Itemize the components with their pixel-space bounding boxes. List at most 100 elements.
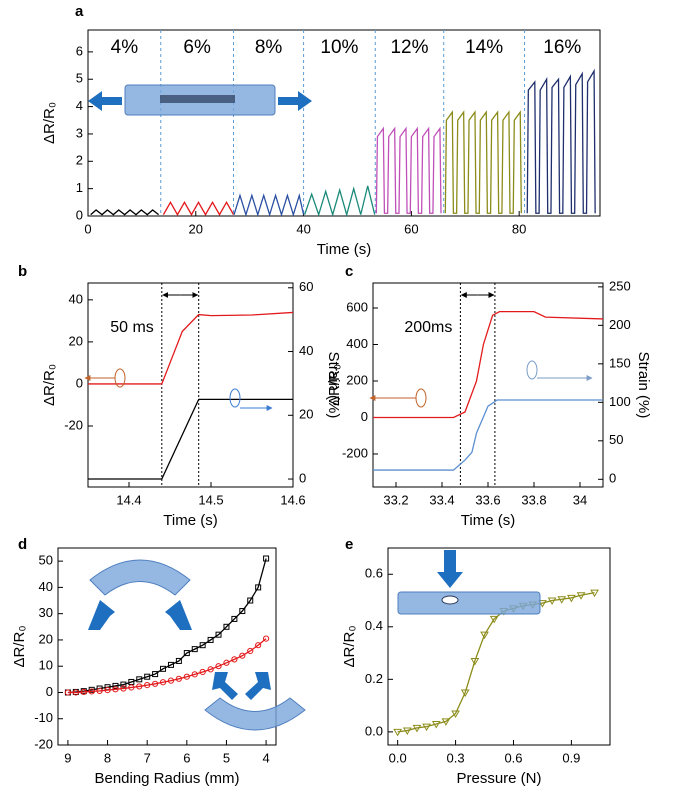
- bend-arrow: [245, 672, 271, 700]
- x-tick-label: 34: [573, 492, 587, 507]
- x-tick-label: 33.8: [521, 492, 546, 507]
- y2-tick-label: 0: [609, 471, 616, 486]
- marker: [144, 682, 151, 689]
- x-tick-label: 0: [84, 221, 91, 236]
- axis-indicator: [526, 360, 538, 380]
- plot-frame: [57, 547, 277, 746]
- x-tick-label: 6: [183, 750, 190, 765]
- interval-label: 50 ms: [110, 319, 154, 336]
- y-tick-label: 400: [346, 336, 368, 351]
- strain-label: 6%: [183, 37, 211, 58]
- marker: [422, 723, 431, 732]
- series-line: [373, 311, 604, 419]
- series-line: [375, 126, 442, 214]
- x-axis-label: Pressure (N): [456, 770, 541, 787]
- y-tick-label: 600: [346, 299, 368, 314]
- marker: [441, 718, 451, 726]
- y-tick-label: 0.2: [365, 671, 383, 686]
- y-tick-label: 1: [76, 180, 83, 195]
- marker: [199, 642, 206, 649]
- x-tick-label: 14.6: [280, 492, 305, 507]
- y2-tick-label: 250: [609, 278, 631, 293]
- marker: [262, 635, 270, 642]
- y2-axis-label: Strain (%): [635, 352, 652, 419]
- marker: [128, 684, 135, 691]
- x-tick-label: 33.4: [429, 492, 454, 507]
- plot-frame: [87, 282, 294, 488]
- marker: [557, 596, 567, 604]
- marker: [96, 687, 103, 694]
- marker: [183, 650, 190, 657]
- y2-tick-label: 20: [299, 407, 313, 422]
- x-axis-label: Time (s): [163, 512, 217, 529]
- panel-label: a: [75, 3, 84, 20]
- series-line: [304, 185, 376, 218]
- x-tick-label: 20: [189, 221, 203, 236]
- bent-device: [204, 697, 306, 731]
- y-axis-label: ΔR/R₀: [341, 625, 358, 667]
- marker: [167, 661, 174, 668]
- marker: [402, 727, 412, 736]
- x-tick-label: 14.5: [198, 492, 223, 507]
- marker: [239, 608, 246, 615]
- y2-tick-label: 50: [609, 432, 623, 447]
- y-tick-label: 30: [39, 605, 53, 620]
- y-tick-label: 0.0: [365, 723, 383, 738]
- series-line: [397, 592, 595, 733]
- stretch-arrow: [278, 91, 312, 111]
- x-tick-label: 0.3: [447, 750, 465, 765]
- marker: [152, 671, 159, 678]
- x-tick-label: 40: [296, 221, 310, 236]
- x-tick-label: 0.6: [504, 750, 522, 765]
- plot-frame: [87, 29, 601, 217]
- plot-frame: [372, 282, 604, 488]
- marker: [159, 679, 167, 686]
- y-tick-label: -200: [342, 445, 368, 460]
- y-tick-label: 40: [69, 291, 83, 306]
- marker: [183, 673, 190, 680]
- panel-label: c: [345, 263, 353, 280]
- strain-label: 4%: [111, 37, 139, 58]
- x-axis-label: Bending Radius (mm): [94, 770, 239, 787]
- marker: [144, 673, 151, 680]
- marker: [207, 666, 214, 673]
- marker: [88, 688, 95, 695]
- marker: [451, 710, 460, 718]
- y-tick-label: 0.6: [365, 566, 383, 581]
- marker: [120, 681, 127, 688]
- marker: [136, 676, 143, 683]
- x-tick-label: 4: [262, 750, 269, 765]
- marker: [231, 615, 238, 622]
- marker: [191, 646, 198, 653]
- marker: [567, 594, 576, 603]
- y-tick-label: -10: [34, 710, 53, 725]
- panel-label: e: [345, 536, 353, 553]
- series-line: [162, 201, 235, 216]
- insets: [84, 84, 593, 731]
- marker: [80, 688, 87, 696]
- strain-label: 12%: [390, 37, 428, 58]
- x-tick-label: 60: [404, 221, 418, 236]
- series-line: [233, 192, 305, 217]
- x-tick-label: 33.6: [475, 492, 500, 507]
- marker: [104, 687, 111, 694]
- y-tick-label: -20: [34, 736, 53, 751]
- bent-device: [89, 559, 191, 596]
- panel-label: d: [18, 536, 27, 553]
- y-tick-label: 10: [39, 658, 53, 673]
- bend-arrow: [165, 600, 192, 630]
- marker: [160, 665, 167, 672]
- y2-tick-label: 60: [299, 279, 313, 294]
- marker: [199, 668, 206, 676]
- y-tick-label: 0: [76, 207, 83, 222]
- y-tick-label: 20: [39, 631, 53, 646]
- strain-label: 10%: [320, 37, 358, 58]
- marker: [247, 597, 254, 604]
- marker: [590, 589, 599, 598]
- marker: [223, 659, 230, 666]
- x-tick-label: 9: [64, 750, 71, 765]
- y-axis-label: ΔR/R₀: [41, 102, 58, 144]
- stretch-arrow: [88, 91, 122, 111]
- y2-tick-label: 40: [299, 343, 313, 358]
